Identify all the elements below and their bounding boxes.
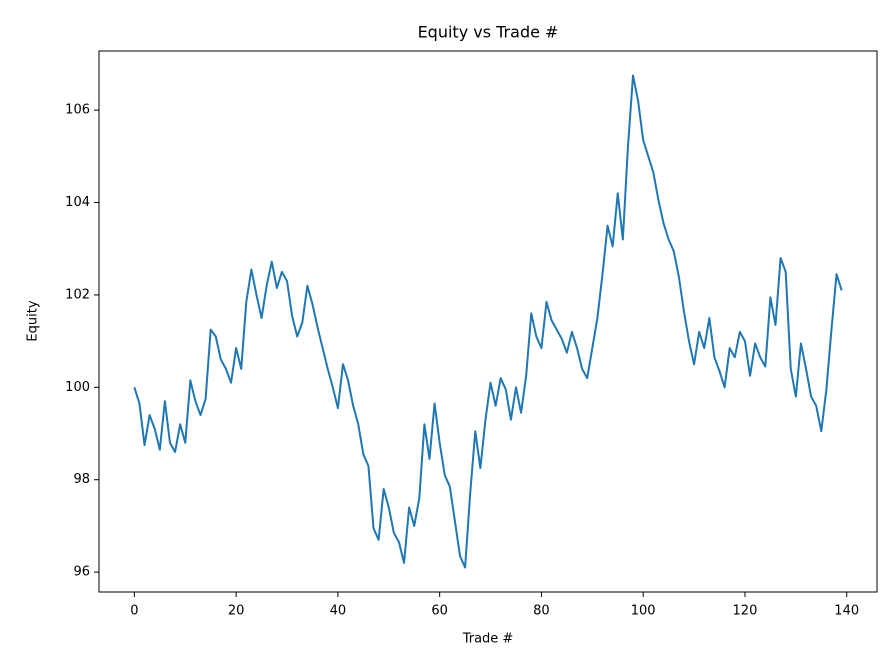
x-tick-label: 40 (330, 604, 347, 619)
line (133, 74, 843, 569)
x-tick-label: 100 (631, 604, 656, 619)
plot-frame (98, 50, 878, 593)
y-tick-label: 106 (65, 103, 90, 118)
x-tick-label: 20 (228, 604, 245, 619)
x-tick-label: 140 (834, 604, 859, 619)
x-tick-label: 0 (130, 604, 138, 619)
y-tick-label: 102 (65, 287, 90, 302)
chart-title: Equity vs Trade # (418, 23, 559, 42)
y-axis-label: Equity (26, 300, 41, 341)
x-axis-label: Trade # (462, 632, 514, 647)
x-tick-label: 80 (533, 604, 550, 619)
x-tick-label: 120 (733, 604, 758, 619)
y-tick-label: 104 (65, 195, 90, 210)
x-tick-label: 60 (431, 604, 448, 619)
y-tick-label: 96 (73, 565, 90, 580)
y-tick-label: 98 (73, 472, 90, 487)
y-tick-label: 100 (65, 380, 90, 395)
